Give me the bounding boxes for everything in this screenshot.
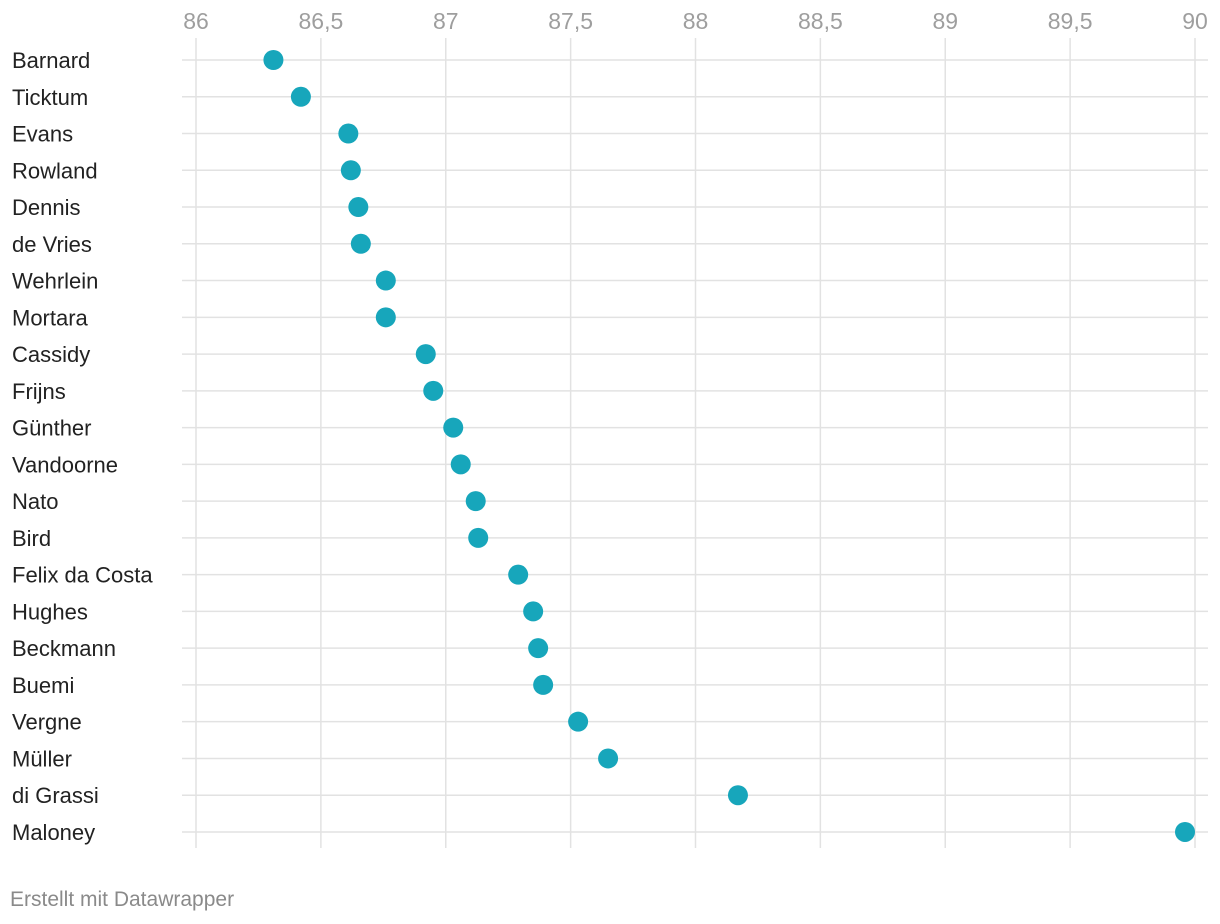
x-tick-label: 89	[932, 8, 958, 34]
category-label: Müller	[12, 746, 72, 771]
category-label: Frijns	[12, 379, 66, 404]
data-point	[375, 270, 396, 291]
x-tick-label: 89,5	[1048, 8, 1093, 34]
data-point	[263, 50, 284, 70]
category-label: Barnard	[12, 48, 90, 73]
data-point	[508, 564, 529, 585]
data-point	[450, 454, 471, 475]
x-tick-label: 87	[433, 8, 459, 34]
x-tick-label: 87,5	[548, 8, 593, 34]
data-point	[443, 417, 464, 438]
data-point	[598, 748, 619, 769]
footer-credit: Erstellt mit Datawrapper	[10, 888, 235, 911]
category-label: Evans	[12, 122, 73, 147]
data-point	[423, 380, 444, 401]
data-point	[340, 160, 361, 181]
category-label: Dennis	[12, 195, 80, 220]
category-label: de Vries	[12, 232, 92, 257]
data-point	[528, 638, 549, 659]
category-label: di Grassi	[12, 783, 99, 808]
x-tick-label: 86	[183, 8, 209, 34]
category-label: Buemi	[12, 673, 74, 698]
data-point	[348, 197, 369, 218]
category-label: Mortara	[12, 305, 89, 330]
x-tick-label: 88	[683, 8, 709, 34]
x-tick-label: 86,5	[298, 8, 343, 34]
category-label: Ticktum	[12, 85, 88, 110]
category-label: Felix da Costa	[12, 563, 153, 588]
category-label: Nato	[12, 489, 58, 514]
data-points	[263, 50, 1196, 842]
data-point	[338, 123, 359, 144]
category-label: Cassidy	[12, 342, 90, 367]
category-labels: Barnard Ticktum Evans Rowland Dennis de Vries…	[12, 48, 153, 845]
data-point	[523, 601, 544, 622]
category-label: Maloney	[12, 820, 95, 845]
category-label: Beckmann	[12, 636, 116, 661]
x-tick-label: 88,5	[798, 8, 843, 34]
data-point	[533, 674, 554, 695]
data-point	[415, 344, 436, 365]
category-label: Bird	[12, 526, 51, 551]
vertical-gridlines	[195, 38, 1196, 848]
x-axis-tick-labels: 86 86,5 87 87,5 88 88,5 89 89,5 90	[183, 8, 1208, 34]
data-point	[468, 527, 489, 548]
data-point	[1175, 821, 1196, 842]
data-point	[465, 491, 486, 512]
category-label: Günther	[12, 416, 92, 441]
category-label: Vandoorne	[12, 452, 118, 477]
dot-plot-chart: 86 86,5 87 87,5 88 88,5 89 89,5 90 Barnard Ticktu…	[12, 8, 1208, 848]
category-label: Wehrlein	[12, 269, 98, 294]
data-point	[727, 785, 748, 806]
category-label: Rowland	[12, 158, 98, 183]
data-point	[375, 307, 396, 328]
x-tick-label: 90	[1182, 8, 1208, 34]
data-point	[290, 86, 311, 107]
category-label: Hughes	[12, 599, 88, 624]
data-point	[568, 711, 589, 732]
data-point	[350, 233, 371, 254]
category-label: Vergne	[12, 710, 82, 735]
